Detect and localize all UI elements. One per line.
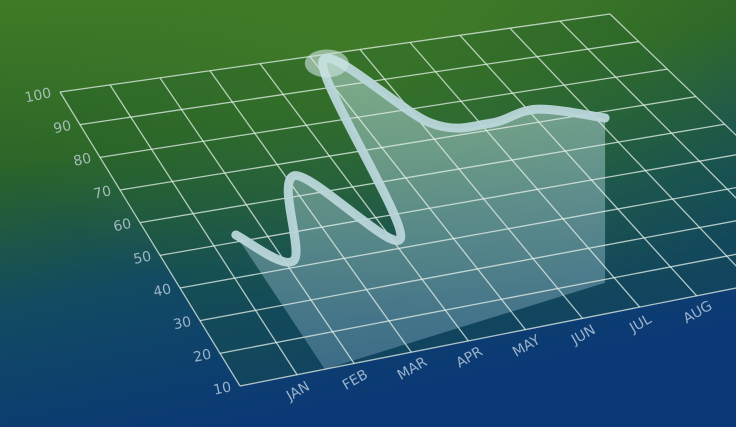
y-tick-label: 40: [152, 281, 173, 300]
grid-line-horizontal: [99, 68, 668, 158]
grid-line-horizontal: [199, 220, 736, 322]
grid-line-horizontal: [179, 186, 736, 289]
y-tick-label: 50: [132, 249, 153, 268]
grid-line-vertical: [409, 41, 641, 308]
y-tick-label: 30: [172, 314, 193, 333]
grid-line-horizontal: [219, 253, 736, 354]
grid: [59, 13, 736, 387]
grid-line-horizontal: [139, 123, 725, 224]
series-line-path: [231, 53, 610, 267]
grid-line-vertical: [209, 70, 412, 353]
grid-line-vertical: [109, 84, 298, 376]
grid-line-vertical: [59, 91, 241, 387]
y-tick-label: 80: [72, 151, 93, 170]
grid-line-vertical: [309, 56, 526, 331]
y-tick-label: 20: [192, 347, 213, 366]
grid-line-vertical: [459, 34, 698, 297]
grid-line-horizontal: [159, 154, 736, 256]
y-tick-label: 10: [212, 379, 233, 398]
grid-line-vertical: [559, 20, 736, 199]
grid-line-horizontal: [119, 96, 697, 191]
y-tick-label: 100: [23, 85, 52, 106]
grid-line-vertical: [159, 77, 355, 364]
area-fill: [235, 58, 606, 370]
grid-line-horizontal: [79, 40, 639, 126]
grid-line-vertical: [259, 63, 469, 342]
grid-line-vertical: [359, 49, 584, 319]
grid-line-horizontal: [239, 287, 736, 387]
grid-line-vertical: [509, 27, 736, 267]
grid-line-vertical: [609, 13, 736, 137]
peak-highlight: [304, 49, 349, 78]
y-tick-label: 70: [92, 183, 113, 202]
y-tick-label: 90: [52, 118, 73, 137]
series-area: [235, 58, 606, 370]
series-line: [218, 49, 610, 267]
y-tick-label: 60: [112, 216, 133, 235]
